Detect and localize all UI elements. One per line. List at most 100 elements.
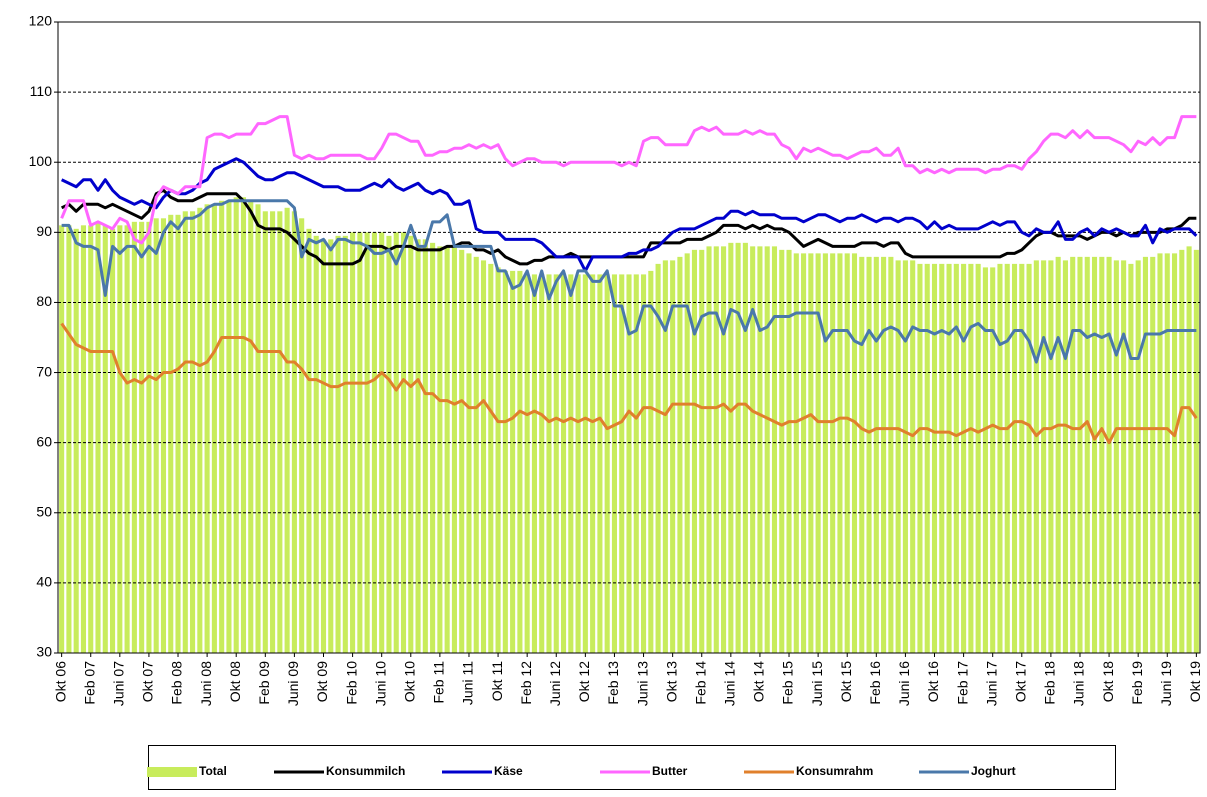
legend-label: Konsumrahm: [796, 764, 873, 778]
bar: [204, 204, 210, 654]
bar: [233, 197, 239, 653]
bar: [779, 249, 785, 653]
bar: [379, 232, 385, 654]
bar: [881, 256, 887, 653]
bar: [815, 253, 821, 653]
y-tick-label: 70: [36, 363, 52, 379]
bar: [88, 225, 94, 654]
bar: [168, 214, 174, 654]
bar: [1164, 253, 1170, 653]
bar: [764, 246, 770, 653]
x-tick-label: Juni 14: [722, 661, 738, 706]
bar: [1157, 253, 1163, 653]
x-tick-label: Juni 19: [1158, 661, 1174, 706]
legend-box: [148, 745, 1116, 790]
bar: [291, 211, 297, 654]
bar: [670, 260, 676, 653]
bar: [342, 235, 348, 654]
bar: [721, 246, 727, 653]
bar: [575, 274, 581, 653]
bar: [495, 267, 501, 653]
bar: [982, 267, 988, 653]
bar: [350, 232, 356, 654]
bar: [706, 246, 712, 653]
x-tick-label: Feb 19: [1129, 661, 1145, 705]
bar: [975, 263, 981, 653]
y-tick-label: 110: [30, 83, 53, 99]
x-tick-label: Okt 10: [401, 661, 417, 702]
bar: [895, 260, 901, 653]
x-tick-label: Feb 13: [605, 661, 621, 705]
bar: [560, 274, 567, 653]
bar: [66, 225, 72, 654]
bar: [771, 246, 778, 653]
bar: [713, 246, 719, 653]
x-tick-label: Okt 17: [1012, 661, 1028, 702]
bar: [691, 249, 698, 653]
bar: [582, 274, 588, 653]
bar: [946, 263, 952, 653]
bar: [502, 270, 508, 653]
bar: [422, 239, 428, 653]
x-tick-label: Juni 15: [809, 661, 825, 706]
bar: [480, 260, 487, 653]
legend-label: Konsummilch: [326, 764, 405, 778]
bar: [604, 274, 610, 653]
y-tick-label: 30: [36, 644, 52, 660]
bar: [859, 256, 865, 653]
bar: [939, 263, 945, 653]
bar: [299, 218, 305, 654]
bar: [633, 274, 639, 653]
x-tick-label: Juni 13: [634, 661, 650, 706]
bar: [131, 221, 137, 654]
bar: [517, 270, 523, 653]
x-tick-label: Okt 07: [140, 661, 156, 702]
x-tick-label: Feb 12: [518, 661, 534, 705]
bar: [364, 232, 370, 654]
bar: [597, 274, 603, 653]
bar: [110, 228, 116, 654]
bar: [750, 246, 756, 653]
bar: [822, 253, 828, 653]
x-tick-label: Feb 15: [780, 661, 796, 705]
bar: [1070, 256, 1076, 653]
x-tick-label: Okt 09: [314, 661, 330, 702]
bar: [902, 260, 908, 653]
x-tick-label: Okt 15: [838, 661, 854, 702]
bar: [786, 249, 792, 653]
bar: [961, 263, 967, 653]
x-tick-label: Juni 17: [983, 661, 999, 706]
bar: [386, 235, 392, 654]
bar: [1128, 263, 1134, 653]
bar: [488, 263, 494, 653]
x-tick-label: Feb 18: [1042, 661, 1058, 705]
bar: [990, 267, 996, 653]
x-tick-label: Okt 14: [751, 661, 767, 702]
bar: [153, 218, 159, 654]
bar: [306, 228, 312, 654]
bar: [997, 263, 1003, 653]
bar: [1011, 263, 1018, 653]
bar: [1106, 256, 1112, 653]
x-tick-label: Feb 08: [169, 661, 185, 705]
x-tick-label: Juni 08: [198, 661, 214, 706]
bar: [190, 211, 196, 654]
bar: [459, 249, 465, 653]
bar: [146, 221, 152, 654]
legend-label: Total: [199, 764, 227, 778]
x-tick-label: Feb 07: [81, 661, 97, 705]
bar: [510, 270, 516, 653]
bar: [924, 263, 930, 653]
bar: [866, 256, 872, 653]
x-tick-label: Okt 06: [52, 661, 68, 702]
line: [60, 115, 1197, 245]
bar: [931, 263, 938, 653]
bar: [408, 235, 414, 654]
bar: [677, 256, 683, 653]
bar: [320, 239, 327, 653]
x-tick-label: Juni 18: [1071, 661, 1087, 706]
x-tick-label: Feb 16: [867, 661, 883, 705]
bar: [59, 225, 65, 654]
bar: [553, 274, 559, 653]
